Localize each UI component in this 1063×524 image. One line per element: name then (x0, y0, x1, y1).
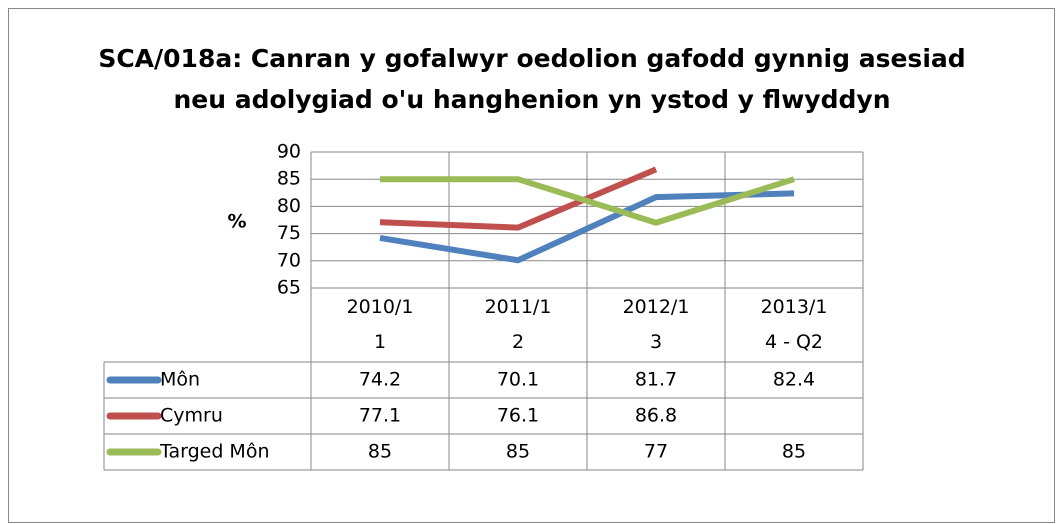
table-value: 70.1 (497, 369, 539, 391)
table-value: 74.2 (359, 369, 401, 391)
legend-label: Targed Môn (159, 441, 270, 463)
line-series (380, 176, 795, 226)
table-value: 76.1 (497, 405, 539, 427)
chart-border (8, 8, 1055, 523)
legend-label: Môn (160, 369, 200, 391)
table-value: 82.4 (773, 369, 815, 391)
y-tick-label: 70 (277, 249, 301, 271)
legend-label: Cymru (160, 405, 223, 427)
chart-title-line: SCA/018a: Canran y gofalwyr oedolion gaf… (98, 44, 965, 73)
x-tick-label: 2013/1 4 - Q2 (761, 296, 828, 353)
table-value: 77 (644, 441, 668, 463)
table-value: 85 (782, 441, 806, 463)
y-tick-label: 85 (277, 168, 301, 190)
y-axis-label: % (227, 211, 246, 233)
table-value: 81.7 (635, 369, 677, 391)
line-series (379, 166, 658, 231)
x-tick-label: 2010/1 1 (347, 296, 414, 353)
x-tick-label: 2012/1 3 (623, 296, 690, 353)
line-series (379, 190, 795, 264)
y-tick-label: 65 (277, 277, 301, 299)
y-tick-label: 80 (277, 195, 301, 217)
table-value: 85 (506, 441, 530, 463)
table-value: 85 (368, 441, 392, 463)
table-value: 86.8 (635, 405, 677, 427)
x-tick-label: 2011/1 2 (485, 296, 552, 353)
y-tick-label: 75 (277, 222, 301, 244)
chart-title-line: neu adolygiad o'u hanghenion yn ystod y … (174, 85, 891, 114)
y-tick-label: 90 (277, 141, 301, 163)
table-value: 77.1 (359, 405, 401, 427)
